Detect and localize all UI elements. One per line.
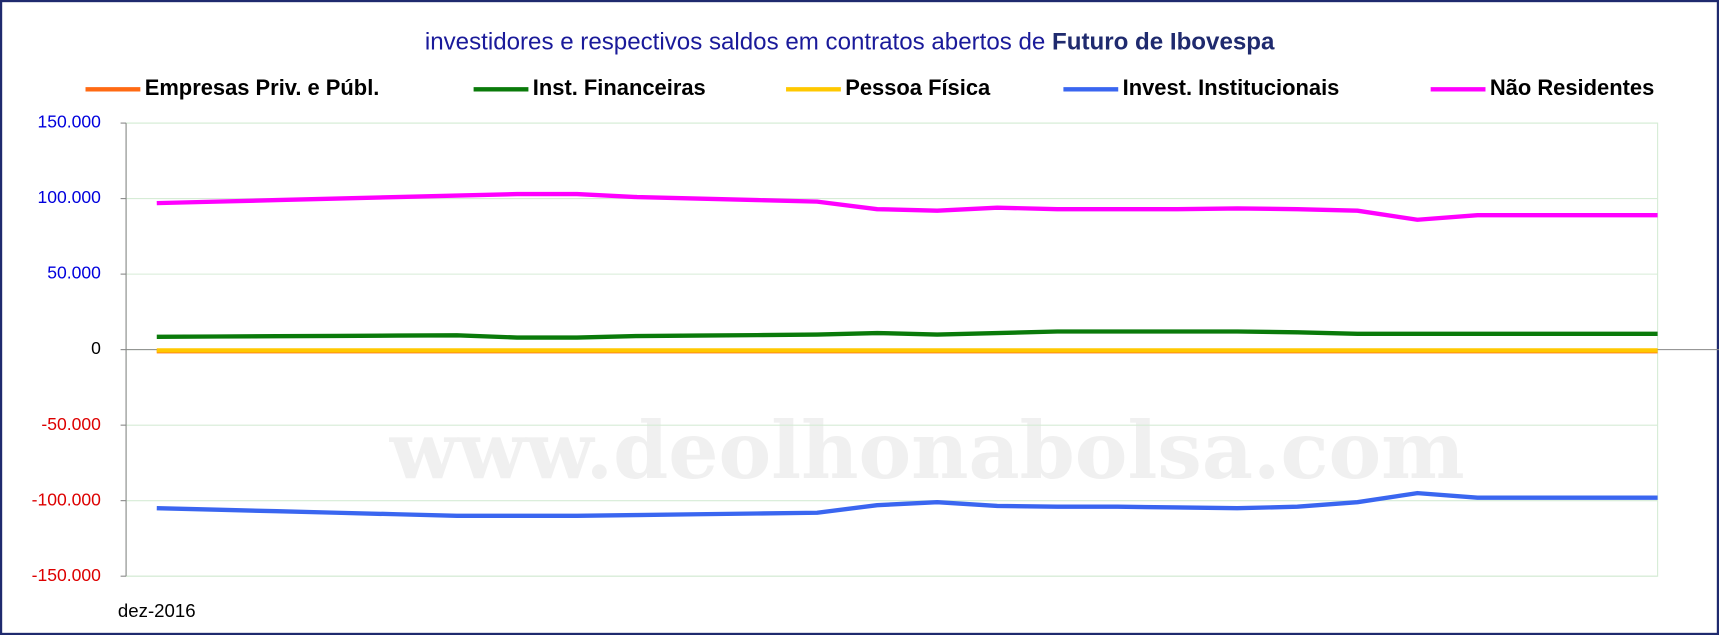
series-line [156, 191, 1658, 222]
y-tick-label: 150.000 [37, 112, 101, 132]
watermark: www.deolhonabolsa.com [389, 404, 1465, 497]
title-text: investidores e respectivos saldos em con… [425, 29, 1045, 56]
y-tick-label: -50.000 [41, 414, 101, 434]
legend-label: Não Residentes [1490, 75, 1654, 100]
series-line [156, 329, 1658, 340]
legend-label: Inst. Financeiras [533, 75, 706, 100]
title-emphasis: Futuro de Ibovespa [1052, 29, 1275, 56]
chart-title: investidores e respectivos saldos em con… [425, 29, 1275, 56]
y-tick-label: -100.000 [32, 489, 101, 509]
y-tick-label: 100.000 [37, 187, 101, 207]
y-tick-label: -150.000 [32, 565, 101, 585]
y-tick-label: 50.000 [47, 263, 101, 283]
legend-label: Pessoa Física [845, 75, 991, 100]
x-tick-label: dez-2016 [118, 600, 196, 621]
legend-label: Invest. Institucionais [1123, 75, 1340, 100]
legend-label: Empresas Priv. e Públ. [145, 75, 380, 100]
series-line [156, 490, 1658, 518]
y-tick-label: 0 [91, 338, 101, 358]
